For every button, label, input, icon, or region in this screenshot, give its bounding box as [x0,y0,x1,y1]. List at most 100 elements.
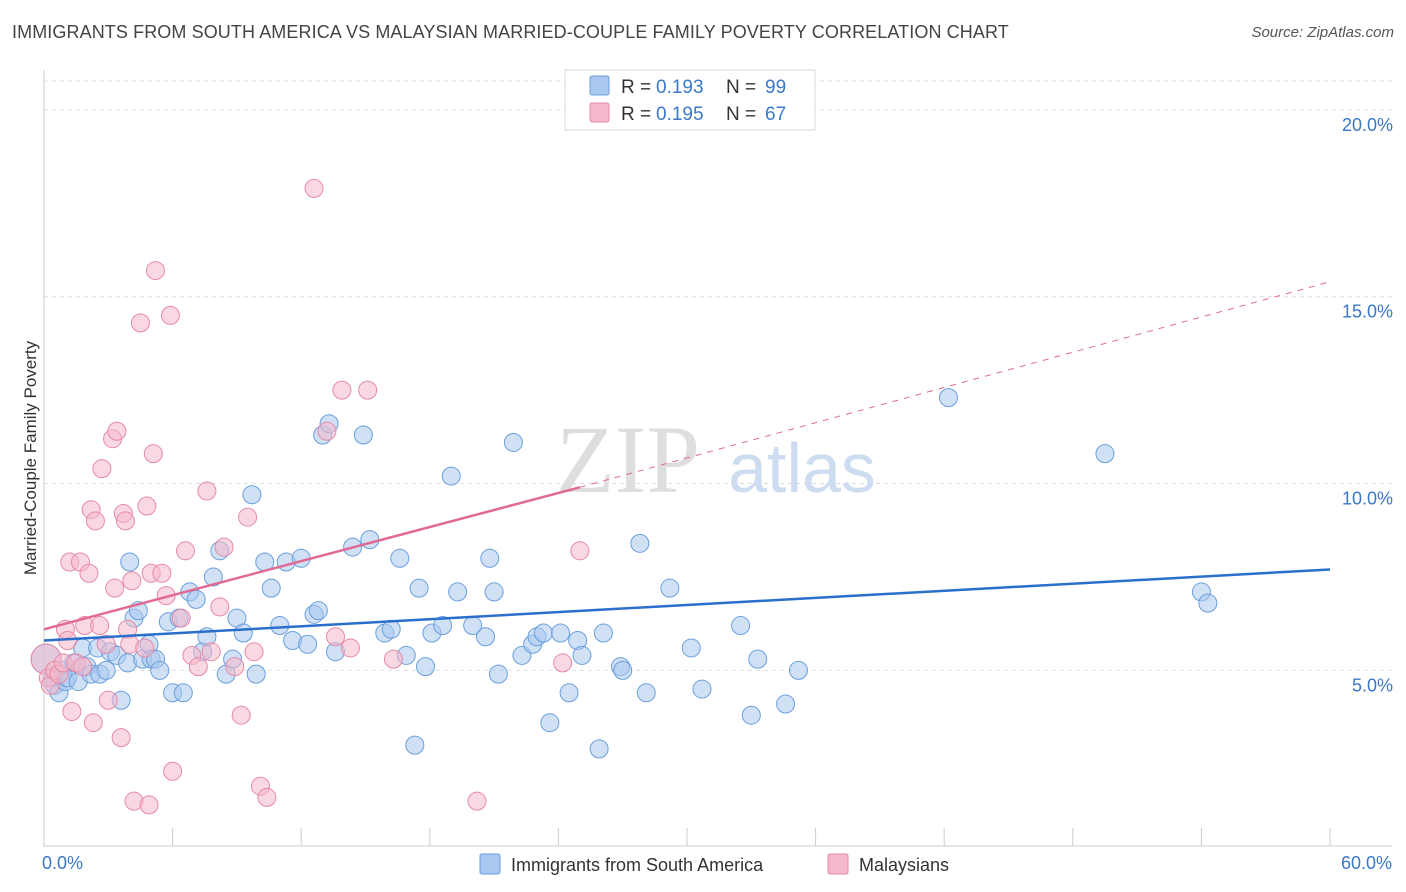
data-point-malaysians [90,616,110,636]
grid-lines [44,80,1392,671]
trend-line-malaysians-extension [579,281,1331,488]
data-point-malaysians [225,657,245,677]
data-point-immigrants [246,664,266,684]
data-point-malaysians [358,380,378,400]
trend-lines [43,281,1331,642]
data-point-malaysians [332,380,352,400]
data-point-immigrants [353,425,373,445]
data-point-immigrants [433,616,453,636]
data-point-immigrants [593,623,613,643]
watermark-zip: ZIP [556,406,700,513]
data-point-immigrants [731,616,751,636]
legend-n-value-2: 67 [765,104,786,125]
data-point-immigrants [692,679,712,699]
data-point-immigrants [381,619,401,639]
data-point-malaysians [163,761,183,781]
data-point-immigrants [233,623,253,643]
y-tick-labels: 5.0% 10.0% 15.0% 20.0% [1342,115,1393,695]
data-point-immigrants [120,552,140,572]
data-point-immigrants [488,664,508,684]
data-point-immigrants [533,623,553,643]
data-point-malaysians [79,563,99,583]
series-legend-swatch-pink [827,853,849,875]
legend-n-value-1: 99 [765,77,786,98]
data-point-immigrants [636,683,656,703]
data-point-immigrants [480,548,500,568]
y-tick-label: 10.0% [1342,489,1393,509]
data-point-malaysians [105,578,125,598]
data-point-malaysians [171,608,191,628]
legend-swatch-blue [589,75,610,96]
series-legend-label-blue: Immigrants from South America [511,855,764,875]
data-point-malaysians [201,642,221,662]
data-point-malaysians [214,537,234,557]
data-point-malaysians [152,563,172,583]
data-point-immigrants [242,485,262,505]
data-point-malaysians [570,541,590,561]
legend-r-label-1: R = [621,77,656,98]
data-point-immigrants [660,578,680,598]
data-point-immigrants [589,739,609,759]
data-point-malaysians [139,795,159,815]
x-tick-label: 0.0% [42,853,83,873]
data-point-malaysians [175,541,195,561]
data-point-immigrants [448,582,468,602]
data-point-malaysians [96,634,116,654]
data-point-immigrants [1095,444,1115,464]
y-axis-label: Married-Couple Family Poverty [21,340,40,575]
series-malaysians-points [30,178,590,815]
y-tick-label: 20.0% [1342,115,1393,135]
data-point-immigrants [261,578,281,598]
data-point-immigrants [441,466,461,486]
data-point-immigrants [559,683,579,703]
data-point-malaysians [553,653,573,673]
data-point-malaysians [115,511,135,531]
data-point-malaysians [62,701,82,721]
data-point-malaysians [467,791,487,811]
data-point-immigrants [270,616,290,636]
data-point-malaysians [122,571,142,591]
chart-source: Source: ZipAtlas.com [1251,24,1394,41]
data-point-malaysians [257,787,277,807]
watermark-atlas: atlas [728,429,876,507]
data-point-malaysians [135,638,155,658]
data-point-immigrants [484,582,504,602]
axes [43,70,1392,847]
data-point-immigrants [572,645,592,665]
watermark: ZIP atlas [556,406,876,513]
data-point-malaysians [107,421,127,441]
data-point-immigrants [476,627,496,647]
data-point-immigrants [96,660,116,680]
y-tick-label: 15.0% [1342,302,1393,322]
data-point-immigrants [938,388,958,408]
data-point-malaysians [238,507,258,527]
data-point-immigrants [748,649,768,669]
stats-legend: R = 0.193 N = 99 R = 0.195 N = 67 [564,69,816,131]
data-point-immigrants [186,589,206,609]
x-tick-label: 60.0% [1341,853,1392,873]
legend-r-value-2: 0.195 [656,104,704,125]
data-point-malaysians [304,178,324,198]
data-point-malaysians [325,627,345,647]
legend-r-label-2: R = [621,104,656,125]
data-point-immigrants [613,660,633,680]
series-legend-swatch-blue [479,853,501,875]
data-point-immigrants [173,683,193,703]
data-point-immigrants [540,713,560,733]
trend-line-immigrants [43,568,1331,642]
legend-n-label-1: N = [726,77,761,98]
data-point-malaysians [340,638,360,658]
data-point-immigrants [776,694,796,714]
data-point-malaysians [73,657,93,677]
series-legend: Immigrants from South America Malaysians [479,853,949,875]
y-tick-label: 5.0% [1352,675,1393,695]
data-point-immigrants [551,623,571,643]
legend-n-label-2: N = [726,104,761,125]
data-point-immigrants [150,660,170,680]
data-point-malaysians [111,728,131,748]
data-point-immigrants [788,660,808,680]
series-legend-label-pink: Malaysians [859,855,949,875]
data-point-malaysians [145,261,165,281]
data-point-malaysians [130,313,150,333]
